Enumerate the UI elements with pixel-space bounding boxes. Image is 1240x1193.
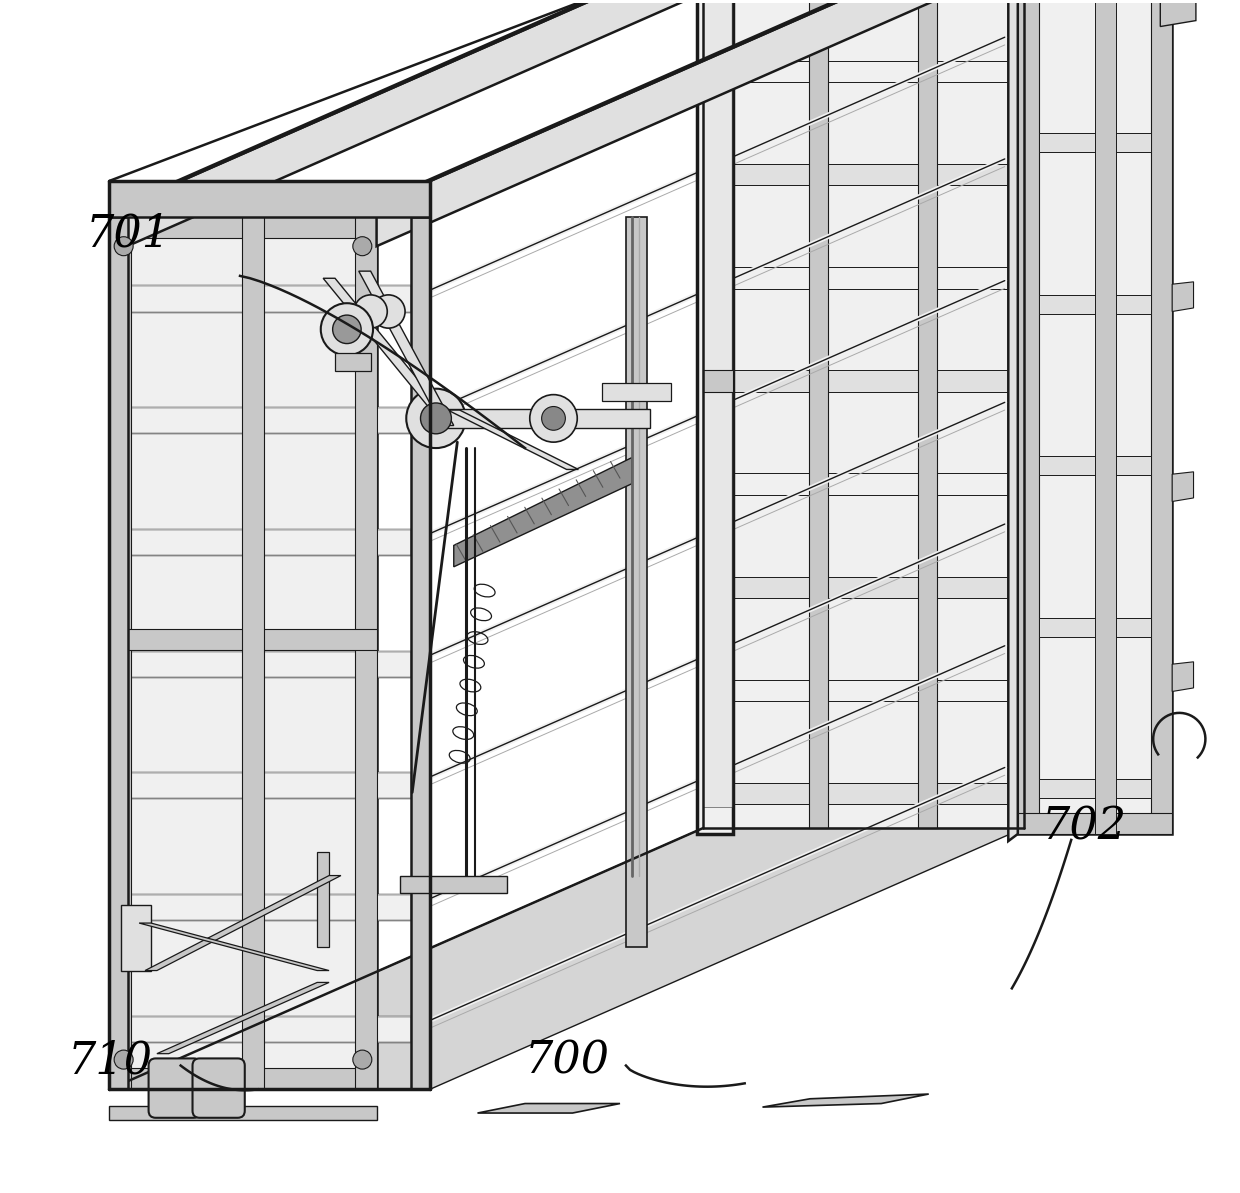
- Text: 701: 701: [86, 212, 171, 255]
- Polygon shape: [109, 181, 430, 216]
- Polygon shape: [377, 0, 982, 205]
- Polygon shape: [1151, 0, 1172, 834]
- Circle shape: [420, 403, 451, 434]
- Text: 710: 710: [68, 1039, 153, 1083]
- Polygon shape: [703, 680, 1024, 701]
- Polygon shape: [626, 216, 647, 947]
- Polygon shape: [703, 61, 1024, 82]
- Polygon shape: [703, 370, 1024, 391]
- Polygon shape: [808, 0, 828, 828]
- Polygon shape: [1172, 471, 1194, 501]
- Polygon shape: [1172, 282, 1194, 311]
- Polygon shape: [139, 923, 329, 971]
- Polygon shape: [129, 407, 410, 433]
- Polygon shape: [477, 1104, 620, 1113]
- Polygon shape: [454, 458, 632, 567]
- Polygon shape: [703, 163, 1024, 185]
- Polygon shape: [377, 0, 970, 246]
- Polygon shape: [1039, 618, 1151, 637]
- Circle shape: [321, 303, 373, 356]
- Polygon shape: [703, 0, 732, 806]
- Polygon shape: [157, 982, 329, 1053]
- Polygon shape: [1008, 0, 1018, 841]
- Polygon shape: [703, 0, 1024, 828]
- Polygon shape: [122, 905, 151, 971]
- Circle shape: [353, 236, 372, 255]
- Polygon shape: [763, 1094, 929, 1107]
- Polygon shape: [317, 852, 329, 947]
- Circle shape: [114, 1050, 133, 1069]
- Polygon shape: [1039, 295, 1151, 314]
- Circle shape: [332, 315, 361, 344]
- Polygon shape: [109, 1106, 377, 1120]
- Polygon shape: [324, 278, 441, 409]
- Circle shape: [353, 1050, 372, 1069]
- Polygon shape: [703, 783, 1024, 804]
- Polygon shape: [129, 1015, 410, 1041]
- Circle shape: [407, 389, 466, 449]
- Polygon shape: [109, 216, 377, 1089]
- Polygon shape: [109, 1068, 377, 1089]
- Polygon shape: [109, 828, 1024, 1089]
- Polygon shape: [129, 285, 410, 311]
- Polygon shape: [109, 216, 377, 237]
- Circle shape: [529, 395, 578, 443]
- Polygon shape: [703, 267, 1024, 289]
- Polygon shape: [918, 0, 937, 828]
- Polygon shape: [703, 370, 733, 391]
- Polygon shape: [1018, 0, 1039, 834]
- Polygon shape: [709, 0, 728, 828]
- Polygon shape: [1161, 0, 1195, 26]
- Polygon shape: [129, 528, 410, 555]
- Polygon shape: [603, 383, 671, 401]
- Polygon shape: [703, 474, 1024, 495]
- Polygon shape: [128, 0, 720, 246]
- Polygon shape: [1018, 0, 1037, 828]
- Polygon shape: [109, 205, 394, 216]
- Polygon shape: [128, 0, 733, 205]
- Polygon shape: [129, 894, 410, 920]
- Polygon shape: [1172, 662, 1194, 692]
- FancyBboxPatch shape: [149, 1058, 201, 1118]
- Polygon shape: [703, 576, 1024, 598]
- Polygon shape: [129, 772, 410, 798]
- Circle shape: [372, 295, 405, 328]
- FancyBboxPatch shape: [192, 1058, 244, 1118]
- Polygon shape: [109, 216, 129, 1089]
- Circle shape: [353, 295, 387, 328]
- Polygon shape: [335, 353, 371, 371]
- Polygon shape: [1095, 0, 1116, 834]
- Polygon shape: [355, 216, 377, 1089]
- Polygon shape: [448, 410, 578, 469]
- Polygon shape: [401, 876, 507, 894]
- Polygon shape: [424, 409, 650, 428]
- Polygon shape: [242, 216, 264, 1089]
- Polygon shape: [129, 650, 410, 676]
- Polygon shape: [1039, 779, 1151, 798]
- Polygon shape: [1039, 134, 1151, 153]
- Circle shape: [114, 236, 133, 255]
- Polygon shape: [145, 876, 341, 971]
- Polygon shape: [410, 216, 430, 1089]
- Text: 700: 700: [525, 1039, 610, 1083]
- Polygon shape: [109, 216, 130, 1089]
- Polygon shape: [109, 629, 377, 650]
- Text: 702: 702: [1042, 805, 1127, 849]
- Polygon shape: [358, 271, 454, 426]
- Polygon shape: [1018, 0, 1172, 834]
- Polygon shape: [697, 0, 733, 834]
- Polygon shape: [1018, 812, 1172, 834]
- Circle shape: [542, 407, 565, 431]
- Polygon shape: [1039, 457, 1151, 475]
